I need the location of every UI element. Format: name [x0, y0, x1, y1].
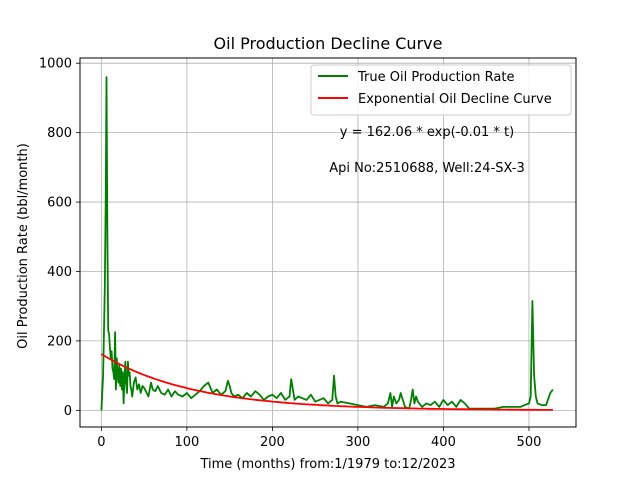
y-tick-label: 800	[47, 126, 72, 141]
equation-annotation: y = 162.06 * exp(-0.01 * t)	[340, 125, 514, 140]
x-tick-label: 500	[517, 435, 542, 450]
x-tick-label: 200	[260, 435, 285, 450]
grid-lines	[80, 58, 576, 427]
legend: True Oil Production Rate Exponential Oil…	[310, 64, 572, 116]
exponential-decline-line	[100, 353, 553, 411]
legend-label-true-oil: True Oil Production Rate	[357, 70, 514, 85]
y-axis-title: Oil Production Rate (bbl/month)	[16, 143, 31, 349]
series-layer	[100, 76, 554, 411]
legend-label-exp-decline: Exponential Oil Decline Curve	[358, 92, 552, 107]
x-tick-label: 400	[431, 435, 456, 450]
x-tick-label: 100	[174, 435, 199, 450]
legend-box	[310, 64, 572, 116]
well-annotation: Api No:2510688, Well:24-SX-3	[329, 161, 525, 176]
y-tick-label: 200	[47, 334, 72, 349]
x-tick-label: 300	[346, 435, 371, 450]
plot-frame	[79, 57, 577, 428]
y-tick-label: 0	[64, 404, 72, 419]
chart-title: Oil Production Decline Curve	[214, 34, 443, 53]
y-axis-ticks: 0 200 400 600 800 1000	[39, 57, 80, 419]
true-oil-production-line	[100, 76, 554, 411]
y-tick-label: 600	[47, 196, 72, 211]
y-tick-label: 1000	[39, 57, 72, 72]
x-tick-label: 0	[97, 435, 105, 450]
x-axis-ticks: 0 100 200 300 400 500	[97, 427, 541, 450]
y-tick-label: 400	[47, 265, 72, 280]
x-axis-title: Time (months) from:1/1979 to:12/2023	[199, 457, 455, 472]
plot-area: 0 100 200 300 400 500 0 200 400 600 800 1000	[39, 57, 577, 450]
